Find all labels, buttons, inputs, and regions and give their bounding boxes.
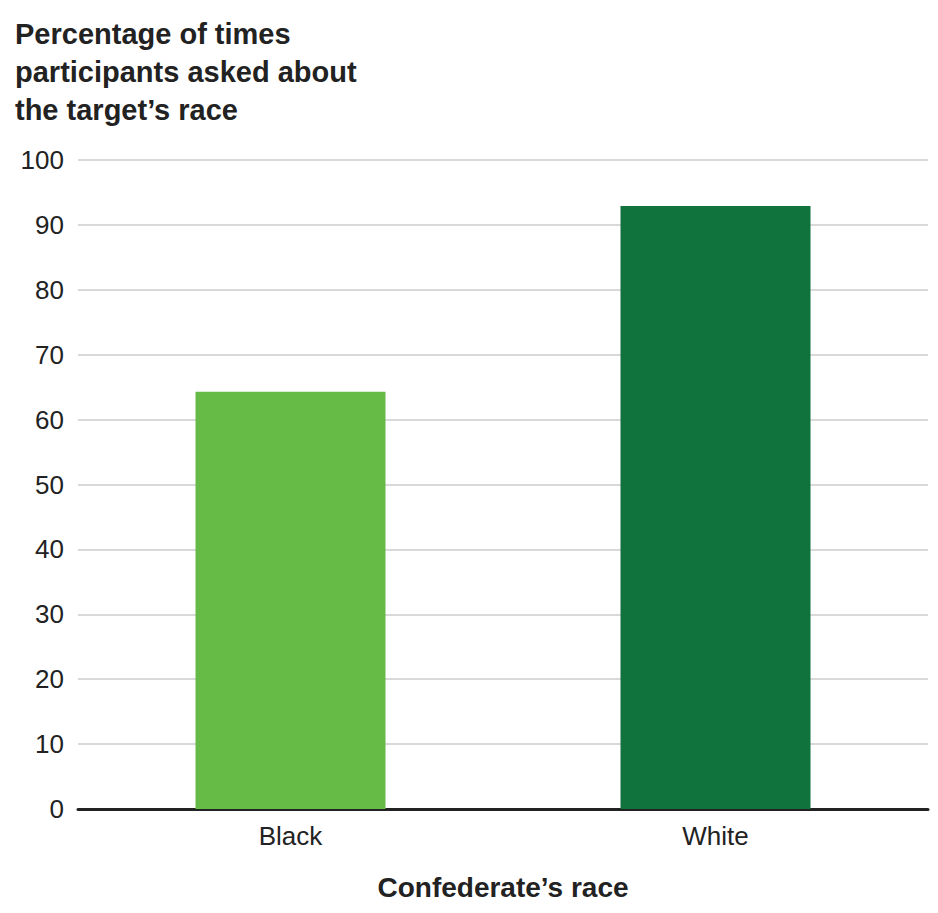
svg-text:40: 40 xyxy=(35,534,64,564)
svg-text:20: 20 xyxy=(35,664,64,694)
svg-text:Percentage of times: Percentage of times xyxy=(15,18,299,50)
svg-text:30: 30 xyxy=(35,599,64,629)
svg-text:the target’s race: the target’s race xyxy=(15,94,238,126)
svg-text:70: 70 xyxy=(35,340,64,370)
svg-text:80: 80 xyxy=(35,275,64,305)
svg-text:10: 10 xyxy=(35,729,64,759)
svg-text:participants asked about: participants asked about xyxy=(15,56,365,88)
svg-text:60: 60 xyxy=(35,405,64,435)
svg-text:50: 50 xyxy=(35,470,64,500)
svg-text:Confederate’s race: Confederate’s race xyxy=(377,872,628,903)
svg-text:Black: Black xyxy=(259,821,324,851)
svg-text:90: 90 xyxy=(35,210,64,240)
svg-text:White: White xyxy=(682,821,748,851)
svg-text:100: 100 xyxy=(21,145,64,175)
svg-text:0: 0 xyxy=(50,794,64,824)
